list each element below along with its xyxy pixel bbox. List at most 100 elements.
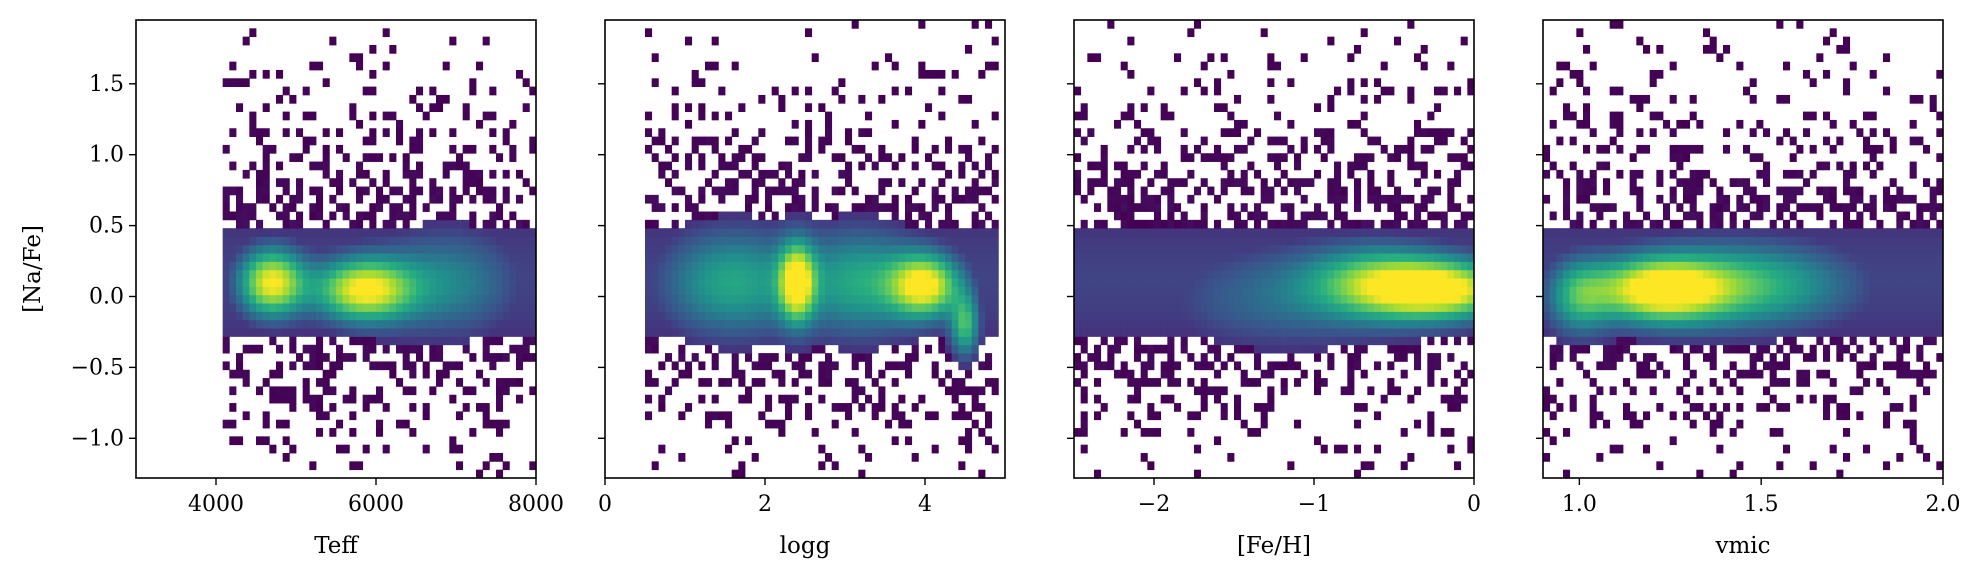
heatmap-cell	[1174, 278, 1182, 287]
heatmap-cell	[1743, 219, 1751, 229]
heatmap-cell	[469, 78, 477, 88]
heatmap-cell	[818, 361, 826, 371]
heatmap-cell	[1140, 228, 1148, 237]
heatmap-cell	[242, 169, 250, 179]
heatmap-cell	[1220, 253, 1228, 262]
heatmap-cell	[965, 369, 973, 379]
heatmap-cell	[522, 228, 530, 237]
heatmap-cell	[1100, 253, 1108, 262]
heatmap-cell	[349, 111, 357, 121]
heatmap-cell	[342, 303, 350, 312]
heatmap-cell	[249, 211, 257, 221]
heatmap-cell	[665, 144, 673, 154]
heatmap-cell	[985, 378, 993, 387]
heatmap-cell	[402, 294, 410, 304]
heatmap-cell	[1120, 228, 1128, 237]
heatmap-cell	[1407, 94, 1415, 104]
heatmap-cell	[965, 44, 973, 54]
heatmap-cell	[316, 61, 324, 71]
heatmap-cell	[1689, 228, 1697, 237]
heatmap-cell	[965, 236, 973, 246]
heatmap-cell	[645, 278, 653, 287]
heatmap-cell	[811, 261, 819, 271]
heatmap-cell	[1676, 219, 1684, 229]
heatmap-cell	[1327, 286, 1335, 296]
heatmap-cell	[1723, 194, 1731, 204]
heatmap-cell	[645, 378, 653, 387]
heatmap-cell	[1676, 236, 1684, 246]
heatmap-cell	[1354, 203, 1362, 212]
heatmap-cell	[1360, 336, 1368, 346]
heatmap-cell	[409, 236, 417, 246]
heatmap-cell	[529, 136, 537, 146]
heatmap-cell	[1314, 203, 1322, 212]
heatmap-cell	[222, 228, 230, 237]
heatmap-cell	[918, 294, 926, 304]
heatmap-cell	[1749, 236, 1757, 246]
heatmap-cell	[991, 61, 999, 71]
heatmap-cell	[1320, 244, 1328, 254]
heatmap-cell	[362, 311, 370, 321]
heatmap-cell	[798, 369, 806, 379]
heatmap-cell	[1160, 244, 1168, 254]
heatmap-cell	[1709, 244, 1717, 254]
heatmap-cell	[905, 286, 913, 296]
heatmap-cell	[1374, 303, 1382, 312]
heatmap-cell	[449, 244, 457, 254]
heatmap-cell	[1407, 219, 1415, 229]
heatmap-cell	[911, 319, 919, 329]
heatmap-cell	[685, 194, 693, 204]
heatmap-cell	[1220, 244, 1228, 254]
heatmap-cell	[1440, 394, 1448, 404]
heatmap-cell	[718, 269, 726, 279]
heatmap-cell	[1314, 386, 1322, 396]
heatmap-cell	[476, 186, 484, 196]
heatmap-cell	[1796, 244, 1804, 254]
heatmap-cell	[1234, 144, 1242, 154]
heatmap-cell	[1127, 411, 1135, 421]
heatmap-cell	[951, 194, 959, 204]
heatmap-cell	[1569, 311, 1577, 321]
heatmap-cell	[1334, 286, 1342, 296]
heatmap-cell	[738, 278, 746, 287]
heatmap-cell	[1134, 419, 1142, 429]
heatmap-cell	[1589, 328, 1597, 337]
heatmap-cell	[685, 278, 693, 287]
heatmap-cell	[1569, 328, 1577, 337]
heatmap-cell	[429, 186, 437, 196]
heatmap-cell	[1427, 328, 1435, 337]
heatmap-cell	[871, 328, 879, 337]
heatmap-cell	[1467, 311, 1475, 321]
heatmap-cell	[1616, 336, 1624, 346]
heatmap-cell	[751, 253, 759, 262]
heatmap-cell	[1134, 169, 1142, 179]
heatmap-cell	[671, 236, 679, 246]
heatmap-cell	[422, 411, 430, 421]
heatmap-cell	[798, 353, 806, 362]
heatmap-cell	[1240, 328, 1248, 337]
heatmap-cell	[1829, 328, 1837, 337]
heatmap-cell	[336, 294, 344, 304]
heatmap-cell	[1569, 236, 1577, 246]
heatmap-cell	[805, 386, 813, 396]
heatmap-cell	[845, 219, 853, 229]
heatmap-cell	[489, 169, 497, 179]
heatmap-cell	[1656, 328, 1664, 337]
heatmap-cell	[1214, 336, 1222, 346]
heatmap-cell	[945, 328, 953, 337]
heatmap-cell	[1200, 303, 1208, 312]
heatmap-cell	[1367, 319, 1375, 329]
heatmap-cell	[1583, 186, 1591, 196]
heatmap-cell	[1823, 294, 1831, 304]
heatmap-cell	[1836, 136, 1844, 146]
heatmap-cell	[645, 128, 653, 137]
heatmap-cell	[222, 311, 230, 321]
heatmap-cell	[369, 361, 377, 371]
heatmap-cell	[1287, 361, 1295, 371]
heatmap-cell	[938, 69, 946, 79]
heatmap-cell	[1776, 20, 1784, 29]
heatmap-cell	[1843, 253, 1851, 262]
heatmap-cell	[1749, 311, 1757, 321]
heatmap-cell	[665, 278, 673, 287]
